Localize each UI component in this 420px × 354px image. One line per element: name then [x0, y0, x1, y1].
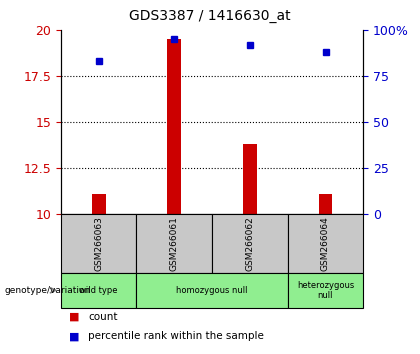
Text: GSM266061: GSM266061 — [170, 216, 179, 271]
Text: ■: ■ — [69, 312, 80, 322]
Text: count: count — [88, 312, 118, 322]
Text: percentile rank within the sample: percentile rank within the sample — [88, 331, 264, 341]
Text: wild type: wild type — [79, 286, 118, 295]
Text: heterozygous
null: heterozygous null — [297, 281, 354, 300]
Bar — [243, 144, 257, 214]
Text: GSM266064: GSM266064 — [321, 216, 330, 271]
Text: homozygous null: homozygous null — [176, 286, 248, 295]
Bar — [92, 194, 105, 214]
Text: GSM266062: GSM266062 — [245, 216, 255, 271]
Text: GSM266063: GSM266063 — [94, 216, 103, 271]
Bar — [319, 194, 332, 214]
Bar — [168, 39, 181, 214]
Text: GDS3387 / 1416630_at: GDS3387 / 1416630_at — [129, 9, 291, 23]
Text: ■: ■ — [69, 331, 80, 341]
Text: genotype/variation: genotype/variation — [4, 286, 90, 295]
